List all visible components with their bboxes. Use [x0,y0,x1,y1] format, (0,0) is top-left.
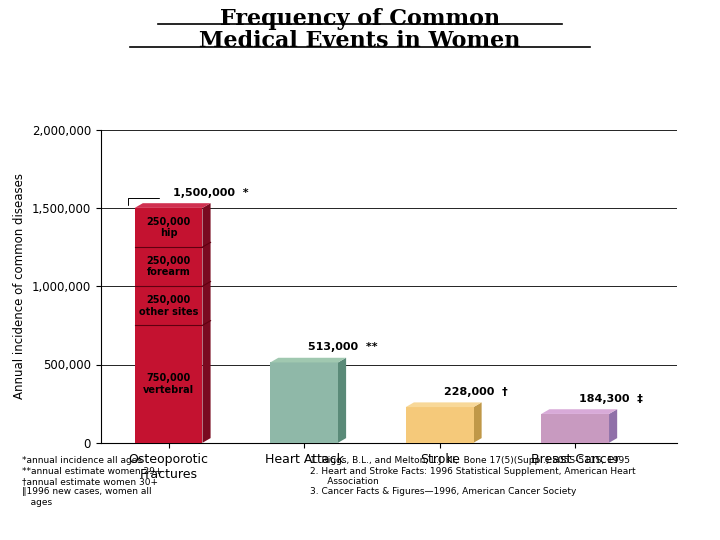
Y-axis label: Annual incidence of common diseases: Annual incidence of common diseases [13,173,26,399]
Bar [135,208,202,443]
Polygon shape [474,402,482,443]
Text: 1,500,000  *: 1,500,000 * [173,188,248,198]
Text: 750,000
vertebral: 750,000 vertebral [143,373,194,395]
Polygon shape [406,402,482,407]
Text: 513,000  **: 513,000 ** [308,342,378,352]
Text: 228,000  †: 228,000 † [444,387,508,397]
Text: 1. Riggs, B.L., and Melton, L.J. III,  Bone 17(5)(Suppl.):505S-511S, 1995
2. Hea: 1. Riggs, B.L., and Melton, L.J. III, Bo… [310,456,635,496]
Polygon shape [609,409,617,443]
Text: 184,300  ‡: 184,300 ‡ [579,394,643,404]
Bar [270,362,338,443]
Text: 250,000
other sites: 250,000 other sites [139,295,198,316]
Text: 250,000
forearm: 250,000 forearm [146,256,191,278]
Polygon shape [135,203,210,208]
Polygon shape [270,358,346,362]
Text: *annual incidence all ages
**annual estimate women 29+
†annual estimate women 30: *annual incidence all ages **annual esti… [22,456,162,507]
Text: 250,000
hip: 250,000 hip [146,217,191,238]
Polygon shape [541,409,617,414]
Polygon shape [338,358,346,443]
Text: Medical Events in Women: Medical Events in Women [199,30,521,52]
Bar [406,407,474,443]
Text: Frequency of Common: Frequency of Common [220,8,500,30]
Polygon shape [202,203,210,443]
Bar [541,414,609,443]
